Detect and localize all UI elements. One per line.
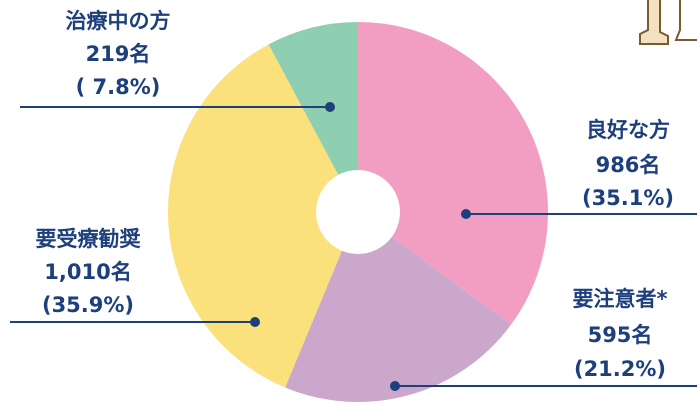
value-label: 595名 <box>588 323 653 347</box>
category-label: 要受療勧奨 <box>36 227 142 251</box>
percent-label: (21.2%) <box>574 357 666 381</box>
decoration <box>640 0 697 44</box>
category-label: 治療中の方 <box>66 9 171 33</box>
value-label: 1,010名 <box>44 260 131 284</box>
category-label: 要注意者* <box>573 287 668 311</box>
percent-label: ( 7.8%) <box>76 75 161 99</box>
leader-dot <box>325 102 335 112</box>
value-label: 219名 <box>86 42 151 66</box>
category-label: 良好な方 <box>586 118 670 142</box>
leader-dot <box>461 209 471 219</box>
leader-dot <box>390 381 400 391</box>
chart: 良好な方 986名 (35.1%) 要注意者* 595名 (21.2%) 要受療勧奨 1,01… <box>0 0 697 403</box>
leader-dot <box>250 317 260 327</box>
value-label: 986名 <box>596 153 661 177</box>
percent-label: (35.1%) <box>582 186 674 210</box>
percent-label: (35.9%) <box>42 293 134 317</box>
